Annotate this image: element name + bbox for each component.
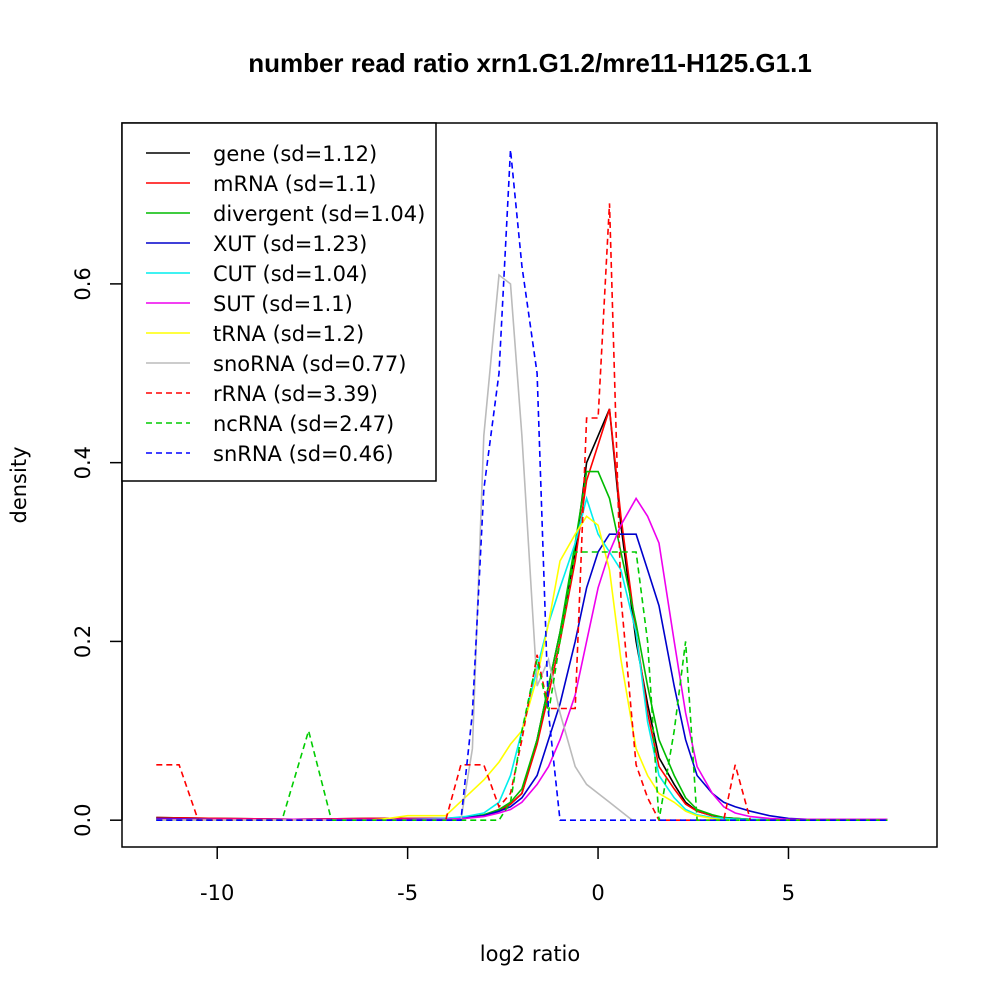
- legend-items: gene (sd=1.12) mRNA (sd=1.1) divergent (sd…: [146, 142, 425, 466]
- x-axis-label: log2 ratio: [480, 942, 580, 966]
- x-tick-label: 5: [782, 881, 795, 905]
- y-tick-label: 0.4: [71, 446, 95, 479]
- legend-label-rrna: rRNA (sd=3.39): [213, 382, 378, 406]
- series-line-ncrna: [156, 551, 888, 821]
- series-line-snrna: [156, 149, 888, 821]
- x-tick-label: -10: [200, 881, 234, 905]
- x-axis: -10 -5 0 5: [200, 846, 795, 905]
- legend: gene (sd=1.12) mRNA (sd=1.1) divergent (sd…: [121, 122, 437, 482]
- legend-label-divergent: divergent (sd=1.04): [213, 202, 425, 226]
- y-axis-label: density: [7, 447, 31, 524]
- legend-label-snorna: snoRNA (sd=0.77): [213, 352, 406, 376]
- y-tick-label: 0.0: [71, 803, 95, 836]
- y-tick-label: 0.2: [71, 625, 95, 658]
- legend-label-sut: SUT (sd=1.1): [213, 292, 353, 316]
- x-tick-label: -5: [397, 881, 418, 905]
- legend-label-snrna: snRNA (sd=0.46): [213, 442, 394, 466]
- x-tick-label: 0: [591, 881, 604, 905]
- legend-label-mrna: mRNA (sd=1.1): [213, 172, 376, 196]
- series-line-sut: [156, 496, 888, 821]
- series-layer: [156, 149, 888, 821]
- y-tick-label: 0.6: [71, 267, 95, 300]
- legend-label-cut: CUT (sd=1.04): [213, 262, 368, 286]
- legend-label-gene: gene (sd=1.12): [213, 142, 377, 166]
- legend-label-ncrna: ncRNA (sd=2.47): [213, 412, 394, 436]
- chart-title: number read ratio xrn1.G1.2/mre11-H125.G…: [248, 48, 812, 78]
- legend-label-trna: tRNA (sd=1.2): [213, 322, 364, 346]
- legend-label-xut: XUT (sd=1.23): [213, 232, 367, 256]
